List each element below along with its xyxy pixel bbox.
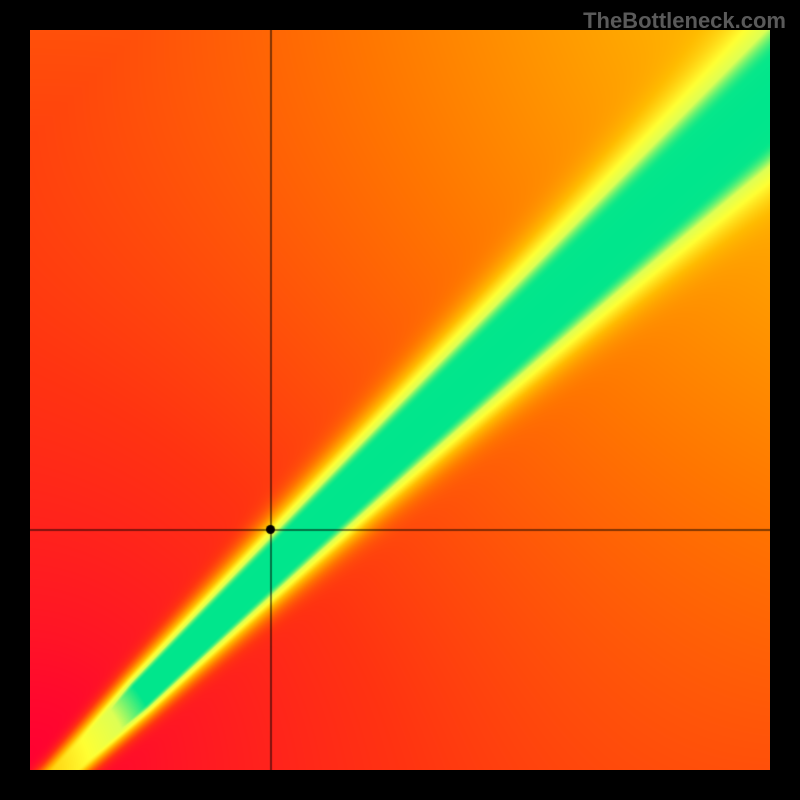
watermark-text: TheBottleneck.com bbox=[583, 8, 786, 34]
heatmap-canvas bbox=[30, 30, 770, 770]
bottleneck-heatmap bbox=[30, 30, 770, 770]
